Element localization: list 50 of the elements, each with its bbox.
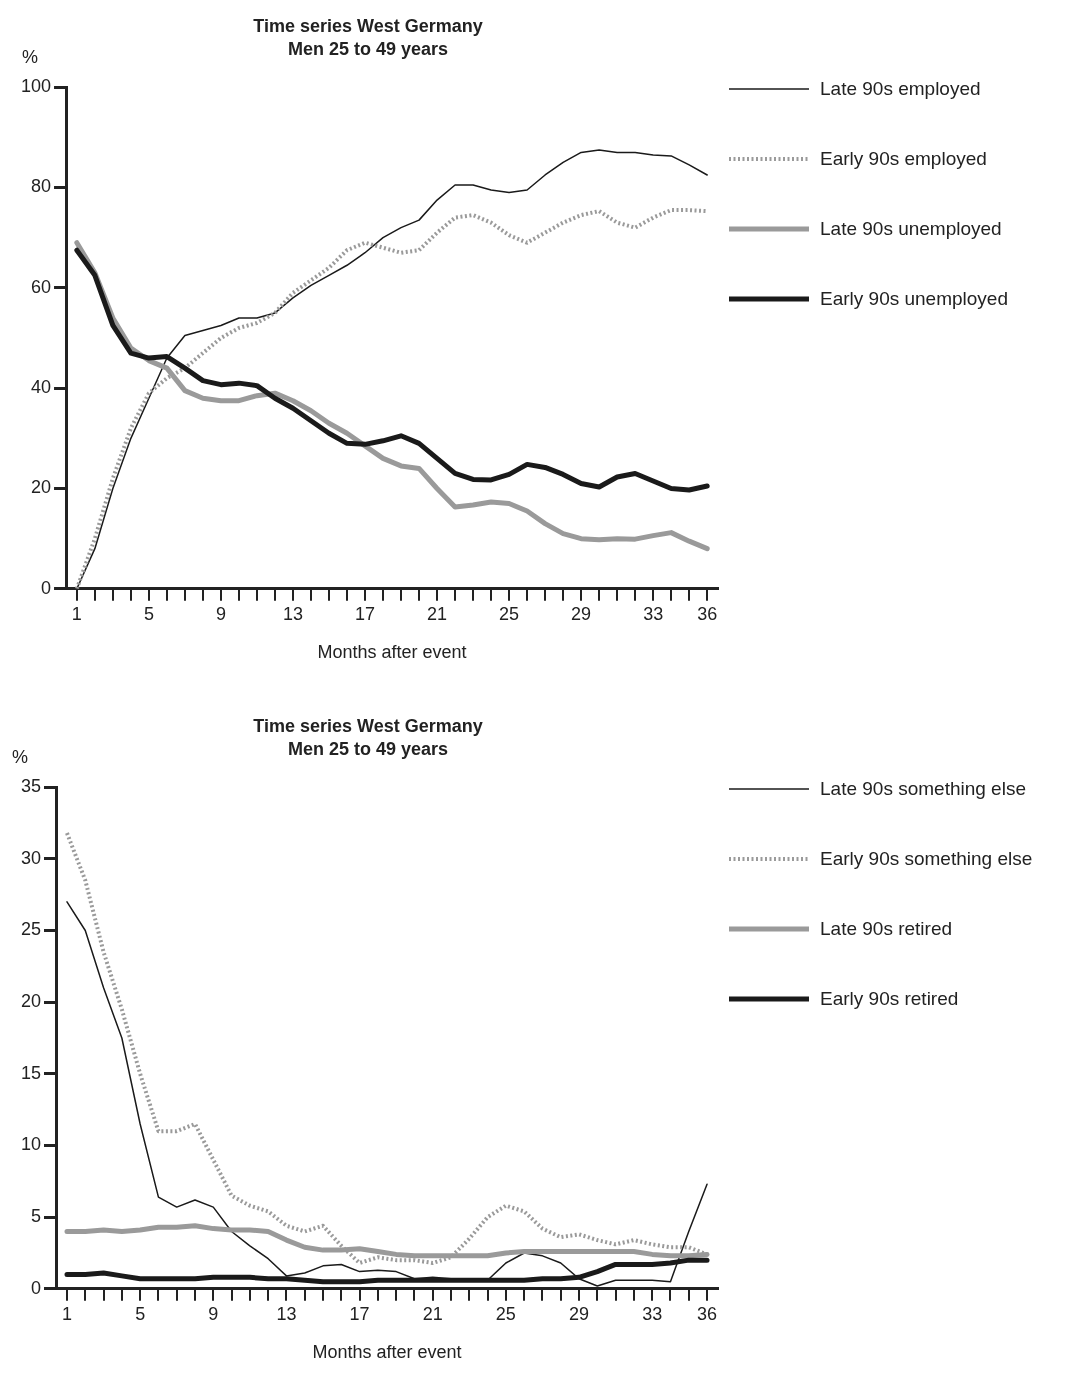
x-tick-label: 29 [569, 1303, 590, 1324]
y-tick-label: 5 [31, 1206, 42, 1227]
x-tick-label: 5 [135, 1303, 146, 1324]
x-tick-label: 1 [61, 1303, 72, 1324]
x-tick-label: 36 [697, 603, 718, 624]
y-tick-label: 40 [31, 377, 52, 398]
y-tick-label: 25 [20, 919, 42, 940]
x-tick-label: 9 [215, 603, 226, 624]
y-tick-label: 30 [20, 847, 42, 868]
legend-label: Late 90s retired [820, 918, 953, 940]
chart-title: Time series West Germany [253, 15, 483, 36]
y-tick-label: 80 [31, 176, 52, 197]
x-tick-label: 17 [349, 1303, 370, 1324]
x-axis-title: Months after event [312, 1342, 462, 1363]
chart-subtitle: Men 25 to 49 years [287, 39, 449, 60]
x-tick-label: 33 [643, 603, 664, 624]
y-tick-label: 60 [31, 276, 52, 297]
x-tick-label: 33 [642, 1303, 663, 1324]
y-tick-label: 20 [20, 991, 42, 1012]
x-tick-label: 36 [697, 1303, 718, 1324]
y-axis-title: % [12, 747, 29, 768]
y-tick-label: 10 [20, 1134, 42, 1155]
x-tick-label: 5 [143, 603, 154, 624]
x-tick-label: 17 [354, 603, 376, 624]
legend-label: Late 90s unemployed [820, 218, 1002, 240]
legend-label: Early 90s unemployed [820, 288, 1008, 310]
chart-title: Time series West Germany [253, 715, 483, 736]
x-tick-label: 25 [499, 603, 520, 624]
x-tick-label: 9 [208, 1303, 219, 1324]
y-tick-label: 15 [20, 1062, 42, 1083]
x-tick-label: 13 [276, 1303, 297, 1324]
x-axis-title: Months after event [317, 642, 467, 663]
y-axis-title: % [22, 47, 39, 68]
y-tick-label: 100 [20, 76, 52, 97]
y-tick-label: 0 [41, 577, 52, 598]
y-tick-label: 20 [31, 477, 52, 498]
x-tick-label: 29 [571, 603, 592, 624]
x-tick-label: 21 [422, 1303, 443, 1324]
y-tick-label: 0 [31, 1277, 42, 1298]
legend-label: Early 90s something else [820, 848, 1033, 870]
x-tick-label: 13 [282, 603, 303, 624]
legend-label: Early 90s retired [820, 988, 959, 1010]
x-tick-label: 1 [71, 603, 82, 624]
legend-label: Early 90s employed [820, 148, 987, 170]
legend-label: Late 90s employed [820, 78, 981, 100]
chart-subtitle: Men 25 to 49 years [287, 739, 449, 760]
x-tick-label: 25 [495, 1303, 516, 1324]
y-tick-label: 35 [20, 776, 42, 797]
x-tick-label: 21 [427, 603, 448, 624]
legend-label: Late 90s something else [820, 778, 1026, 800]
